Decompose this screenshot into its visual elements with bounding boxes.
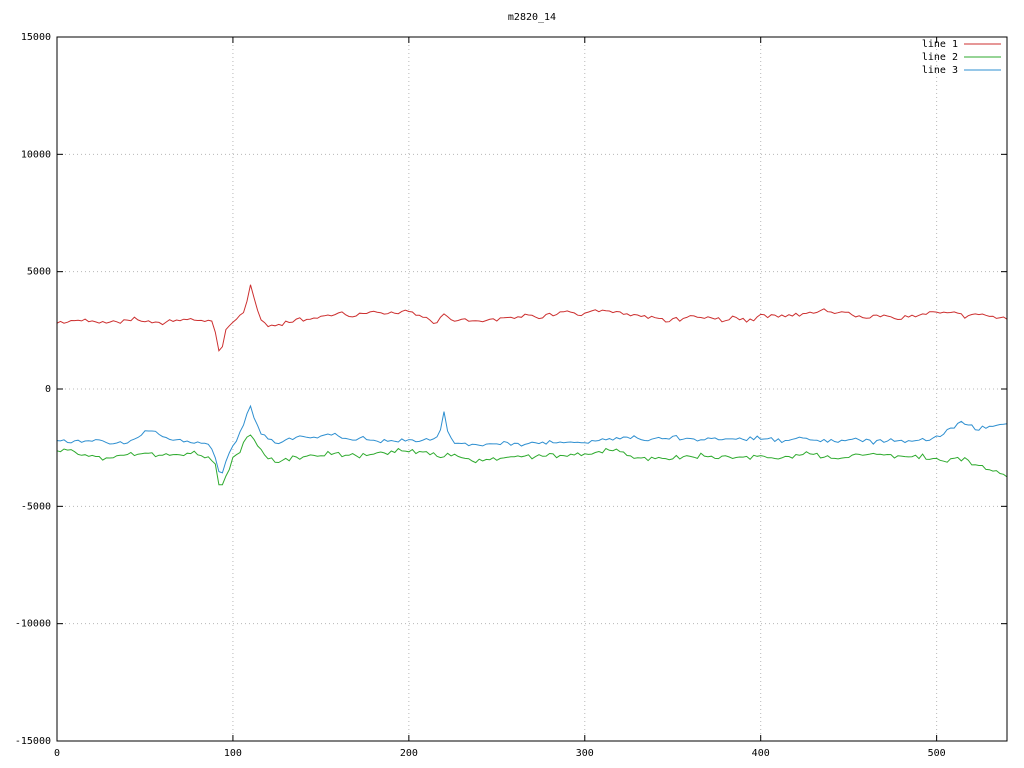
series-line-3 [56, 404, 1008, 474]
legend-label-3: line 3 [922, 65, 958, 76]
x-tick-label: 500 [928, 748, 946, 759]
series-line-2 [56, 434, 1008, 486]
x-tick-label: 0 [54, 748, 60, 759]
legend-label-2: line 2 [922, 52, 958, 63]
y-tick-label: -15000 [15, 736, 51, 747]
series-line-1 [56, 284, 1008, 352]
chart-title: m2820_14 [508, 12, 556, 23]
axis-layer: -15000 -10000 -5000 0 5000 10000 15000 0 100 200 3… [15, 32, 1008, 759]
series-layer [56, 284, 1008, 486]
grid-layer [56, 36, 1007, 742]
y-tick-label: 5000 [27, 267, 51, 278]
x-tick-label: 200 [400, 748, 418, 759]
y-tick-label: 0 [45, 384, 51, 395]
x-tick-label: 300 [576, 748, 594, 759]
plot-border [56, 36, 1008, 742]
y-tick-label: -5000 [21, 501, 51, 512]
x-tick-label: 100 [224, 748, 242, 759]
y-tick-label: 15000 [21, 32, 51, 43]
legend-label-1: line 1 [922, 39, 958, 50]
y-tick-label: 10000 [21, 149, 51, 160]
x-tick-label: 400 [752, 748, 770, 759]
legend: line 1 line 2 line 3 [922, 39, 1001, 76]
y-tick-label: -10000 [15, 619, 51, 630]
